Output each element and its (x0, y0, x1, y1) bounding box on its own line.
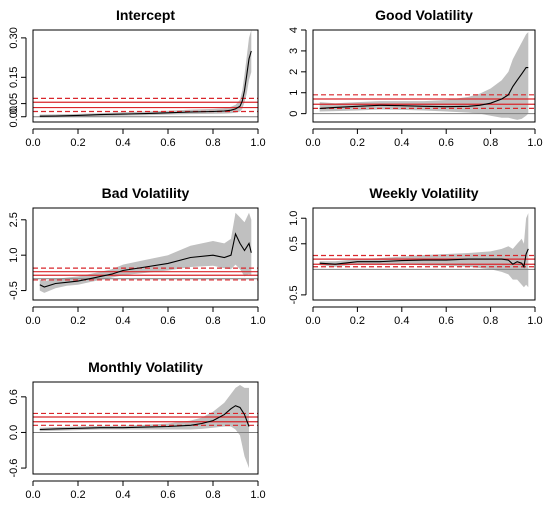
y-tick-label: -0.6 (8, 459, 20, 478)
x-tick-label: 0.8 (205, 137, 220, 149)
y-tick-label: 0.30 (8, 27, 20, 48)
x-tick-label: 0.6 (160, 489, 175, 501)
x-tick-label: 0.4 (394, 137, 409, 149)
plot-area (33, 30, 258, 118)
confidence-band (39, 212, 252, 293)
y-tick-label: 0.6 (8, 389, 20, 404)
x-tick-label: 0.2 (350, 137, 365, 149)
x-tick-label: 0.2 (70, 315, 85, 327)
estimate-line (39, 50, 252, 117)
confidence-band (319, 32, 529, 120)
plot-area (313, 32, 535, 120)
x-tick-label: 0.8 (483, 315, 498, 327)
x-tick-label: 0.4 (394, 315, 409, 327)
panel-5: Monthly Volatility 0.0 0.2 0.4 0.6 0.8 1.0 -0.6… (8, 359, 266, 501)
x-tick-label: 0.0 (305, 315, 320, 327)
panel-title: Good Volatility (375, 7, 473, 23)
x-tick-label: 0.6 (439, 137, 454, 149)
x-tick-label: 0.0 (25, 137, 40, 149)
estimate-line (319, 67, 529, 109)
plot-frame (32, 207, 259, 301)
confidence-band (39, 30, 252, 118)
panel-1: Intercept 0.0 0.2 0.4 0.6 0.8 1.0 0.000.05 0.15 0… (8, 7, 266, 149)
x-tick-label: 0.0 (25, 315, 40, 327)
y-tick-label: 0.00 (8, 106, 20, 127)
y-tick-label: 4 (288, 27, 300, 33)
x-tick-label: 1.0 (250, 315, 265, 327)
y-tick-label: 0.15 (8, 67, 20, 88)
x-tick-label: 0.6 (160, 137, 175, 149)
x-tick-label: 0.4 (115, 489, 130, 501)
y-tick-label: -0.5 (8, 281, 20, 300)
y-tick-label: 0.05 (8, 93, 20, 114)
confidence-band (39, 385, 249, 469)
x-tick-label: 0.6 (439, 315, 454, 327)
y-tick-label: 2.5 (8, 212, 20, 227)
y-tick-label: 0.5 (288, 236, 300, 251)
x-tick-label: 0.8 (205, 489, 220, 501)
confidence-band (319, 213, 529, 288)
x-tick-label: 1.0 (250, 137, 265, 149)
panel-title: Monthly Volatility (88, 359, 203, 375)
y-tick-label: -0.5 (288, 285, 300, 304)
x-tick-label: 0.8 (483, 137, 498, 149)
plot-frame (32, 29, 259, 123)
panel-title: Intercept (116, 7, 175, 23)
plot-area (33, 385, 258, 469)
x-tick-label: 0.8 (205, 315, 220, 327)
x-tick-label: 1.0 (250, 489, 265, 501)
plot-area (33, 212, 258, 293)
panel-2: Good Volatility 0.0 0.2 0.4 0.6 0.8 1.0 0 1 2 3 4 (288, 7, 543, 149)
plot-frame (312, 207, 536, 301)
x-tick-label: 0.2 (350, 315, 365, 327)
estimate-line (39, 232, 252, 288)
panel-title: Bad Volatility (102, 185, 190, 201)
x-tick-label: 0.2 (70, 489, 85, 501)
x-tick-label: 1.0 (527, 315, 542, 327)
y-tick-label: 1.0 (288, 211, 300, 226)
x-tick-label: 0.2 (70, 137, 85, 149)
panel-title: Weekly Volatility (369, 185, 478, 201)
x-tick-label: 1.0 (527, 137, 542, 149)
x-tick-label: 0.0 (305, 137, 320, 149)
y-tick-label: 1 (288, 90, 300, 96)
panel-4: Weekly Volatility 0.0 0.2 0.4 0.6 0.8 1.0 -0.5 0… (288, 185, 543, 327)
plot-area (313, 213, 535, 288)
y-tick-label: 2 (288, 69, 300, 75)
estimate-line (39, 405, 250, 431)
x-tick-label: 0.0 (25, 489, 40, 501)
panel-3: Bad Volatility 0.0 0.2 0.4 0.6 0.8 1.0 -0.5 1.0 2… (8, 185, 266, 327)
y-tick-label: 0.0 (8, 425, 20, 440)
x-tick-label: 0.4 (115, 315, 130, 327)
plot-frame (312, 29, 536, 123)
y-tick-label: 1.0 (8, 248, 20, 263)
estimate-line (319, 248, 529, 269)
plot-frame (32, 381, 259, 475)
x-tick-label: 0.6 (160, 315, 175, 327)
y-tick-label: 0 (288, 111, 300, 117)
y-tick-label: 3 (288, 48, 300, 54)
x-tick-label: 0.4 (115, 137, 130, 149)
